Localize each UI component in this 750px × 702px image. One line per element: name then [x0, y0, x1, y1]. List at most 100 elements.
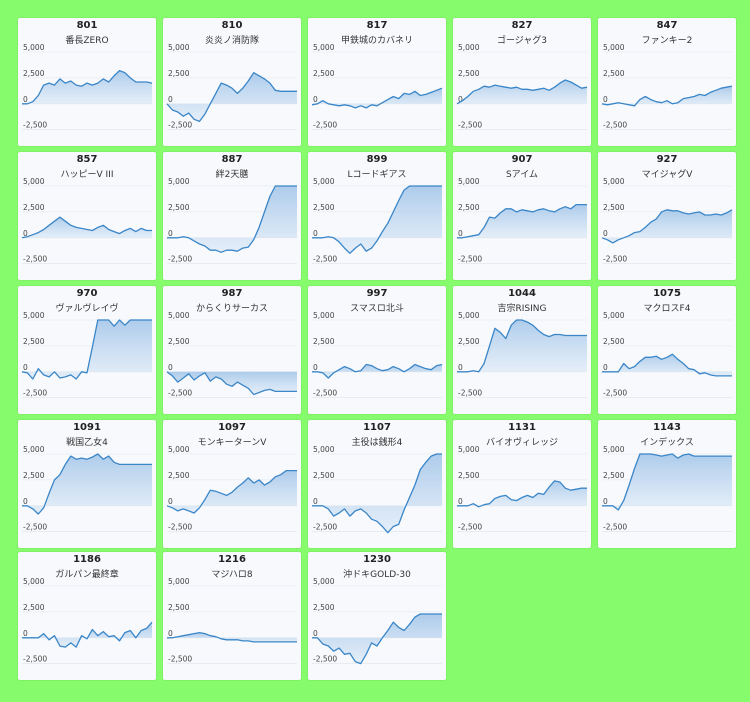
chart-title: Lコードギアス [347, 170, 407, 180]
area-fill [312, 454, 442, 533]
y-tick-label: -2,500 [168, 389, 192, 398]
area-fill [167, 632, 297, 642]
chart-card: 5,000 2,500 0 -2,500 907 Sアイム [453, 152, 591, 280]
y-tick-label: -2,500 [313, 655, 337, 664]
area-fill [457, 320, 587, 372]
y-tick-label: 0 [23, 95, 28, 104]
machine-number: 907 [511, 154, 533, 165]
y-tick-label: 2,500 [313, 337, 335, 346]
y-tick-label: -2,500 [603, 121, 627, 130]
y-tick-label: 5,000 [168, 577, 190, 586]
chart-card: 5,000 2,500 0 -2,500 1075 マクロスF4 [598, 286, 736, 414]
y-tick-label: 0 [458, 95, 463, 104]
y-tick-label: 2,500 [313, 471, 335, 480]
y-tick-label: 5,000 [168, 445, 190, 454]
y-tick-label: 5,000 [23, 177, 45, 186]
y-tick-label: 2,500 [603, 203, 625, 212]
y-tick-label: 2,500 [603, 69, 625, 78]
y-tick-label: -2,500 [23, 655, 47, 664]
y-tick-label: 2,500 [603, 337, 625, 346]
area-fill [22, 217, 152, 238]
y-tick-label: -2,500 [168, 655, 192, 664]
y-tick-label: 2,500 [168, 69, 190, 78]
area-chart: 5,000 2,500 0 -2,500 [602, 311, 732, 398]
machine-number: 857 [76, 154, 98, 165]
y-tick-label: 0 [603, 497, 608, 506]
machine-number: 899 [366, 154, 388, 165]
y-tick-label: 2,500 [168, 603, 190, 612]
y-tick-label: -2,500 [603, 255, 627, 264]
chart-title: Sアイム [505, 170, 539, 180]
chart-title: 番長ZERO [65, 36, 109, 46]
chart-title: ゴージャグ3 [496, 36, 548, 46]
chart-title: マイジャグV [641, 170, 693, 180]
y-tick-label: 0 [458, 497, 463, 506]
y-tick-label: 0 [603, 363, 608, 372]
chart-card: 5,000 2,500 0 -2,500 1143 インデックス [598, 420, 736, 548]
series-line [166, 469, 297, 514]
machine-number: 817 [366, 20, 388, 31]
y-tick-label: -2,500 [313, 255, 337, 264]
y-tick-label: 5,000 [313, 445, 335, 454]
y-tick-label: 2,500 [23, 337, 45, 346]
y-tick-label: -2,500 [603, 389, 627, 398]
y-tick-label: 5,000 [603, 311, 625, 320]
y-tick-label: -2,500 [313, 523, 337, 532]
y-tick-label: 2,500 [23, 603, 45, 612]
y-tick-label: 0 [458, 363, 463, 372]
area-chart: 5,000 2,500 0 -2,500 [166, 311, 297, 398]
y-tick-label: 0 [23, 363, 28, 372]
area-chart: 5,000 2,500 0 -2,500 [602, 445, 732, 532]
series-line [311, 87, 443, 109]
y-tick-label: 2,500 [168, 337, 190, 346]
y-tick-label: -2,500 [23, 523, 47, 532]
series-line [457, 203, 587, 239]
chart-card: 5,000 2,500 0 -2,500 1044 吉宗RISING [453, 286, 591, 414]
y-tick-label: 5,000 [458, 445, 480, 454]
y-tick-label: -2,500 [313, 389, 337, 398]
chart-card: 5,000 2,500 0 -2,500 987 からくりサーカス [163, 286, 301, 414]
machine-number: 827 [511, 20, 533, 31]
series-line [602, 353, 732, 377]
chart-card: 5,000 2,500 0 -2,500 827 ゴージャグ3 [453, 18, 591, 146]
chart-card: 5,000 2,500 0 -2,500 817 甲鉄城のカバネリ [308, 18, 446, 146]
y-tick-label: 5,000 [603, 177, 625, 186]
area-chart: 5,000 2,500 0 -2,500 [22, 577, 153, 664]
machine-number: 970 [76, 288, 98, 299]
area-fill [167, 186, 297, 253]
area-chart: 5,000 2,500 0 -2,500 [312, 311, 443, 398]
area-chart: 5,000 2,500 0 -2,500 [166, 445, 297, 532]
chart-title: 主役は銭形4 [351, 438, 403, 448]
chart-title: インデックス [640, 438, 694, 448]
series-line [456, 79, 588, 105]
chart-card: 5,000 2,500 0 -2,500 801 番長ZERO [18, 18, 156, 146]
chart-card: 5,000 2,500 0 -2,500 887 絆2天膳 [163, 152, 301, 280]
chart-card: 5,000 2,500 0 -2,500 1216 マジハロ8 [163, 552, 301, 680]
series-line [167, 185, 297, 253]
y-tick-label: -2,500 [458, 389, 482, 398]
chart-title: 戦国乙女4 [66, 438, 108, 448]
series-line [312, 613, 442, 665]
y-tick-label: 0 [313, 497, 318, 506]
y-tick-label: 0 [603, 229, 608, 238]
area-chart: 5,000 2,500 0 -2,500 [311, 43, 443, 130]
y-tick-label: 5,000 [23, 577, 45, 586]
series-line [312, 363, 443, 379]
series-line [601, 85, 733, 107]
area-chart: 5,000 2,500 0 -2,500 [457, 311, 587, 398]
machine-number: 1107 [363, 422, 391, 433]
chart-card: 5,000 2,500 0 -2,500 1097 モンキーターンV [163, 420, 301, 548]
area-chart: 5,000 2,500 0 -2,500 [601, 177, 733, 264]
chart-card: 5,000 2,500 0 -2,500 1131 バイオヴィレッジ [453, 420, 591, 548]
y-tick-label: -2,500 [458, 255, 482, 264]
y-tick-label: 0 [168, 95, 173, 104]
area-fill [457, 80, 587, 104]
y-tick-label: 5,000 [23, 43, 45, 52]
chart-card: 5,000 2,500 0 -2,500 847 ファンキー2 [598, 18, 736, 146]
chart-title: 沖ドキGOLD-30 [343, 570, 411, 580]
area-fill [22, 454, 152, 514]
area-fill [457, 204, 587, 238]
series-line [22, 621, 153, 648]
chart-card: 5,000 2,500 0 -2,500 997 スマスロ北斗 [308, 286, 446, 414]
y-tick-label: 0 [23, 229, 28, 238]
